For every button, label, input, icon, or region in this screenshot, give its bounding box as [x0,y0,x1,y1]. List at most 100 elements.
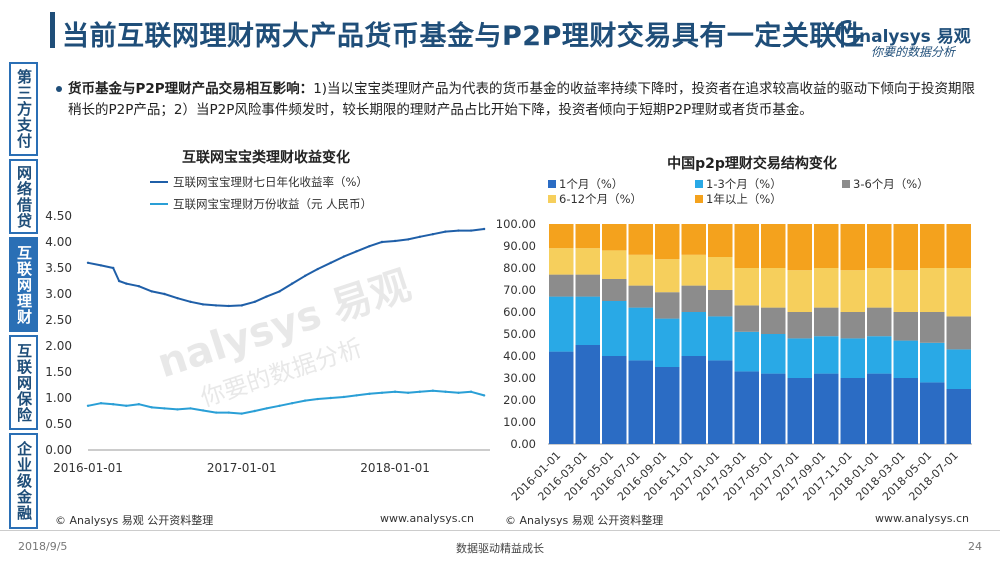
line-point [86,404,90,407]
left-y-tick-label: 0.00 [45,443,72,457]
line-point [444,390,447,393]
stacked-bar-segment [549,274,574,297]
right-legend-swatch [548,195,556,203]
right-legend-label: 6-12个月（%） [559,192,642,206]
stacked-bar-segment [734,268,759,306]
right-chart-title: 中国p2p理财交易结构变化 [667,155,837,172]
sidebar-item-enterprise[interactable]: 企业级金融 [9,433,38,529]
right-legend-label: 3-6个月（%） [853,177,929,191]
bullet-icon [56,86,62,92]
line-point [150,290,154,293]
line-point [457,229,460,232]
stacked-bar-segment [867,268,892,308]
line-point [125,282,128,285]
description-text: 货币基金与P2P理财产品交易相互影响：1)当以宝宝类理财产品为代表的货币基金的收… [68,79,983,121]
stacked-bar-segment [946,268,971,317]
left-y-tick-label: 4.50 [45,209,72,223]
line-point [253,409,256,413]
description-lead: 货币基金与P2P理财产品交易相互影响： [68,81,314,97]
stacked-bar-segment [893,312,918,341]
line-point [112,266,115,270]
sidebar-item-insurance[interactable]: 互联网保险 [9,335,38,430]
line-point [265,295,268,298]
right-source-url[interactable]: www.analysys.cn [875,512,969,525]
line-point [201,409,205,412]
stacked-bar-segment [549,224,574,249]
line-point [368,244,371,248]
line-point [189,300,192,303]
stacked-bar-segment [734,331,759,372]
line-point [137,285,141,288]
line-point [482,227,486,231]
line-point [393,390,397,393]
line-point [316,397,319,401]
line-point [137,403,141,406]
line-point [240,412,243,415]
stacked-bar-segment [575,345,600,444]
logo-brand: nalysys 易观 [859,27,971,47]
stacked-bar-segment [761,268,786,308]
right-x-tick-label: 2016-07-01 [588,449,642,503]
left-legend-label: 互联网宝宝理财七日年化收益率（%） [173,175,368,189]
right-x-tick-label: 2017-05-01 [721,449,775,503]
right-legend-label: 1年以上（%） [706,192,782,206]
title-accent-bar [50,12,55,48]
page-title: 当前互联网理财两大产品货币基金与P2P理财交易具有一定关联性 [62,21,865,52]
stacked-bar-segment [549,248,574,275]
line-point [469,390,473,393]
stacked-bar-segment [708,316,733,361]
stacked-bar-segment [708,290,733,317]
sidebar-item-payment[interactable]: 第三方支付 [9,62,38,156]
line-point [112,403,115,406]
left-legend-label: 互联网宝宝理财万份收益（元 人民币） [173,197,372,211]
stacked-bar-segment [761,373,786,444]
watermark-brand: nalysys 易观 [152,262,416,387]
right-y-tick-label: 20.00 [503,393,536,407]
stacked-bar-segment [575,296,600,345]
stacked-bar-segment [575,224,600,249]
stacked-bar-segment [814,336,839,374]
stacked-bar-segment [867,373,892,444]
stacked-bar-segment [655,224,680,260]
right-x-tick-label: 2016-03-01 [535,449,589,503]
line-point [431,233,435,236]
stacked-bar-segment [787,224,812,271]
stacked-bar-segment [814,268,839,308]
right-legend-label: 1-3个月（%） [706,177,782,191]
stacked-bar-segment [628,307,653,361]
line-point [418,390,422,393]
footer-slogan: 数据驱动精益成长 [456,542,544,555]
right-y-tick-label: 0.00 [510,437,536,451]
stacked-bar-segment [893,270,918,312]
stacked-bar-segment [655,259,680,293]
stacked-bar-segment [814,224,839,268]
line-point [265,407,268,410]
line-point [163,407,166,410]
left-y-tick-label: 4.00 [45,235,72,249]
line-point [380,240,384,244]
line-point [355,394,358,397]
left-x-tick-label: 2017-01-01 [207,461,277,475]
stacked-bar-segment [946,224,971,268]
right-y-tick-label: 50.00 [503,327,536,341]
line-point [99,264,103,267]
sidebar-item-lending[interactable]: 网络借贷 [9,159,38,234]
stacked-bar-segment [681,285,706,312]
right-y-tick-label: 60.00 [503,305,536,319]
line-point [469,229,473,232]
right-x-tick-label: 2016-09-01 [615,449,669,503]
left-source-url[interactable]: www.analysys.cn [380,512,474,525]
line-point [393,239,397,243]
sidebar-nav: 第三方支付 网络借贷 互联网理财 互联网保险 企业级金融 [9,62,38,532]
line-series [87,389,485,415]
stacked-bar-segment [575,274,600,297]
stacked-bar-segment [708,257,733,290]
sidebar-item-wealth[interactable]: 互联网理财 [9,237,38,332]
stacked-bar-segment [655,367,680,444]
right-y-tick-label: 100.00 [496,217,536,231]
stacked-bar-segment [840,312,865,339]
stacked-bar-segment [814,307,839,337]
line-point [418,235,422,238]
left-y-tick-label: 0.50 [45,417,72,431]
line-point [189,407,192,410]
